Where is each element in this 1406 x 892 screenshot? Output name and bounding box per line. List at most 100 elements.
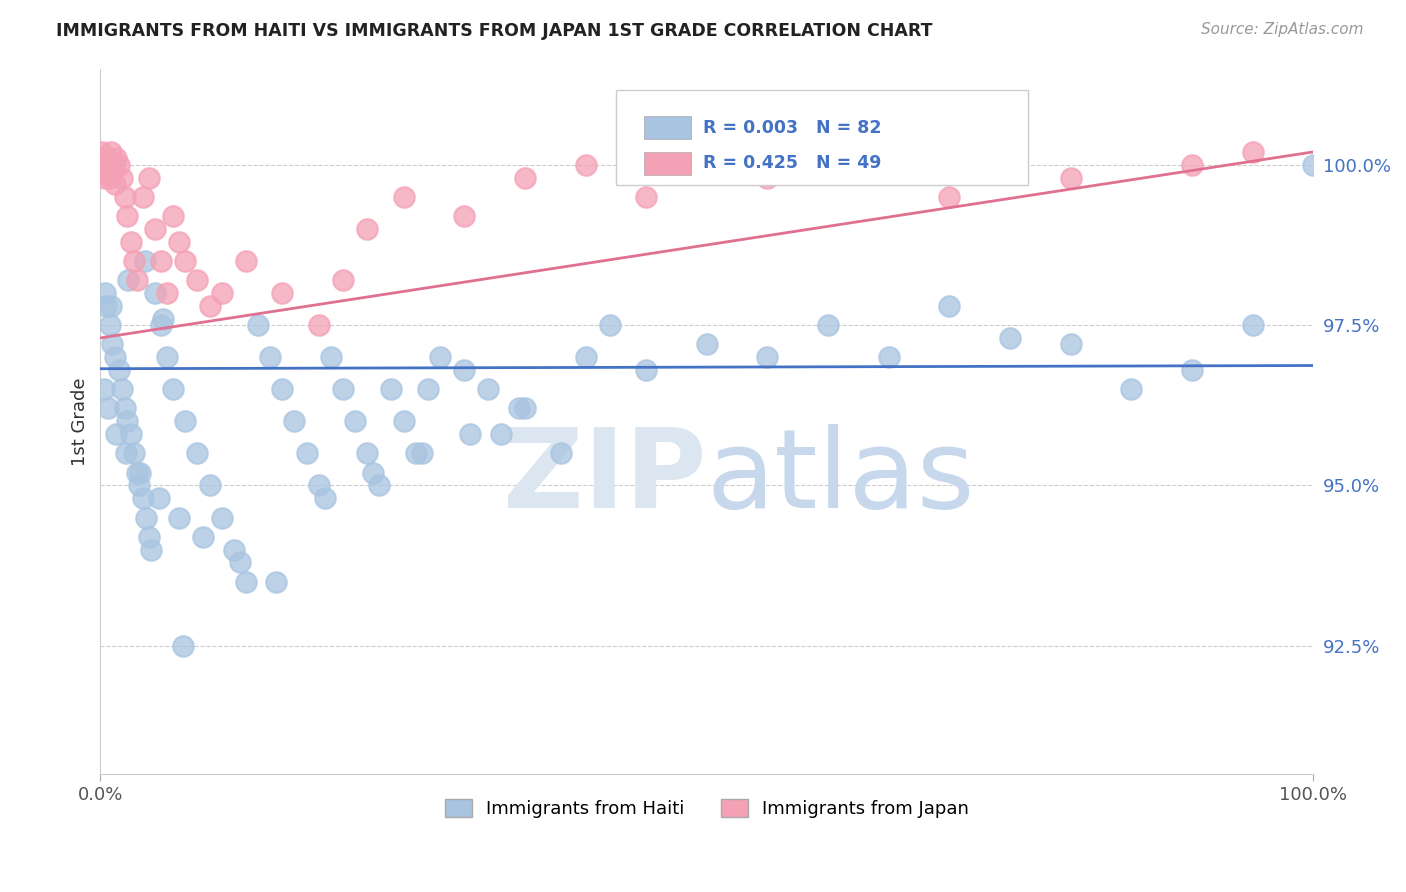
Immigrants from Haiti <box>308 478 330 492</box>
Immigrants from Japan <box>1060 170 1083 185</box>
Immigrants from Haiti <box>167 510 190 524</box>
Immigrants from Haiti <box>211 510 233 524</box>
Immigrants from Japan <box>513 170 536 185</box>
Immigrants from Haiti <box>117 273 139 287</box>
Text: IMMIGRANTS FROM HAITI VS IMMIGRANTS FROM JAPAN 1ST GRADE CORRELATION CHART: IMMIGRANTS FROM HAITI VS IMMIGRANTS FROM… <box>56 22 932 40</box>
Immigrants from Haiti <box>152 311 174 326</box>
Immigrants from Haiti <box>416 382 439 396</box>
Immigrants from Haiti <box>222 542 245 557</box>
Immigrants from Haiti <box>114 401 136 416</box>
Immigrants from Haiti <box>120 427 142 442</box>
Immigrants from Japan <box>150 254 173 268</box>
Immigrants from Japan <box>271 286 294 301</box>
Immigrants from Japan <box>392 190 415 204</box>
Immigrants from Haiti <box>148 491 170 506</box>
Immigrants from Japan <box>1241 145 1264 159</box>
Immigrants from Haiti <box>129 466 152 480</box>
Immigrants from Japan <box>143 222 166 236</box>
Immigrants from Haiti <box>93 382 115 396</box>
Immigrants from Japan <box>1181 158 1204 172</box>
Immigrants from Japan <box>235 254 257 268</box>
Immigrants from Haiti <box>550 446 572 460</box>
Immigrants from Japan <box>96 151 118 165</box>
Immigrants from Japan <box>94 170 117 185</box>
Immigrants from Haiti <box>405 446 427 460</box>
Immigrants from Haiti <box>1121 382 1143 396</box>
Immigrants from Haiti <box>186 446 208 460</box>
Immigrants from Japan <box>574 158 596 172</box>
Immigrants from Haiti <box>599 318 621 332</box>
Immigrants from Japan <box>356 222 378 236</box>
Immigrants from Japan <box>124 254 146 268</box>
Immigrants from Haiti <box>132 491 155 506</box>
Text: atlas: atlas <box>707 425 976 532</box>
Immigrants from Japan <box>91 151 114 165</box>
Immigrants from Haiti <box>429 350 451 364</box>
Immigrants from Haiti <box>998 331 1021 345</box>
Immigrants from Japan <box>453 209 475 223</box>
Immigrants from Haiti <box>332 382 354 396</box>
Immigrants from Japan <box>308 318 330 332</box>
Y-axis label: 1st Grade: 1st Grade <box>72 377 89 466</box>
Immigrants from Japan <box>107 158 129 172</box>
Immigrants from Haiti <box>162 382 184 396</box>
Immigrants from Japan <box>817 158 839 172</box>
Immigrants from Japan <box>332 273 354 287</box>
Immigrants from Haiti <box>229 556 252 570</box>
Immigrants from Haiti <box>94 286 117 301</box>
Immigrants from Haiti <box>574 350 596 364</box>
Immigrants from Haiti <box>128 478 150 492</box>
Immigrants from Haiti <box>124 446 146 460</box>
Immigrants from Haiti <box>135 510 157 524</box>
Immigrants from Haiti <box>319 350 342 364</box>
Immigrants from Japan <box>111 170 134 185</box>
Immigrants from Japan <box>98 170 121 185</box>
Immigrants from Japan <box>998 151 1021 165</box>
Immigrants from Haiti <box>477 382 499 396</box>
Immigrants from Japan <box>97 158 120 172</box>
Immigrants from Japan <box>104 177 127 191</box>
Text: Source: ZipAtlas.com: Source: ZipAtlas.com <box>1201 22 1364 37</box>
Immigrants from Japan <box>156 286 179 301</box>
Immigrants from Haiti <box>114 446 136 460</box>
Immigrants from Haiti <box>295 446 318 460</box>
Immigrants from Haiti <box>138 530 160 544</box>
Immigrants from Japan <box>938 190 960 204</box>
Immigrants from Haiti <box>411 446 433 460</box>
Immigrants from Haiti <box>101 337 124 351</box>
Immigrants from Japan <box>100 145 122 159</box>
Immigrants from Haiti <box>1241 318 1264 332</box>
Immigrants from Haiti <box>174 414 197 428</box>
Immigrants from Japan <box>167 235 190 249</box>
Immigrants from Japan <box>211 286 233 301</box>
Immigrants from Japan <box>132 190 155 204</box>
Text: R = 0.425   N = 49: R = 0.425 N = 49 <box>703 154 882 172</box>
Immigrants from Japan <box>97 164 120 178</box>
Immigrants from Haiti <box>938 299 960 313</box>
Immigrants from Haiti <box>264 574 287 589</box>
Immigrants from Haiti <box>1181 363 1204 377</box>
FancyBboxPatch shape <box>616 90 1028 185</box>
Immigrants from Japan <box>93 158 115 172</box>
Immigrants from Japan <box>162 209 184 223</box>
Immigrants from Haiti <box>344 414 367 428</box>
Immigrants from Japan <box>125 273 148 287</box>
Immigrants from Haiti <box>198 478 221 492</box>
Legend: Immigrants from Haiti, Immigrants from Japan: Immigrants from Haiti, Immigrants from J… <box>437 791 976 825</box>
Immigrants from Haiti <box>1060 337 1083 351</box>
Immigrants from Haiti <box>98 318 121 332</box>
Immigrants from Japan <box>101 164 124 178</box>
Immigrants from Japan <box>186 273 208 287</box>
Immigrants from Haiti <box>259 350 281 364</box>
Immigrants from Haiti <box>150 318 173 332</box>
Immigrants from Haiti <box>235 574 257 589</box>
Immigrants from Haiti <box>100 299 122 313</box>
Immigrants from Haiti <box>817 318 839 332</box>
Immigrants from Japan <box>756 170 779 185</box>
Immigrants from Haiti <box>104 350 127 364</box>
Immigrants from Japan <box>90 145 112 159</box>
Immigrants from Haiti <box>134 254 156 268</box>
FancyBboxPatch shape <box>644 152 690 175</box>
Immigrants from Haiti <box>125 466 148 480</box>
Immigrants from Haiti <box>247 318 270 332</box>
